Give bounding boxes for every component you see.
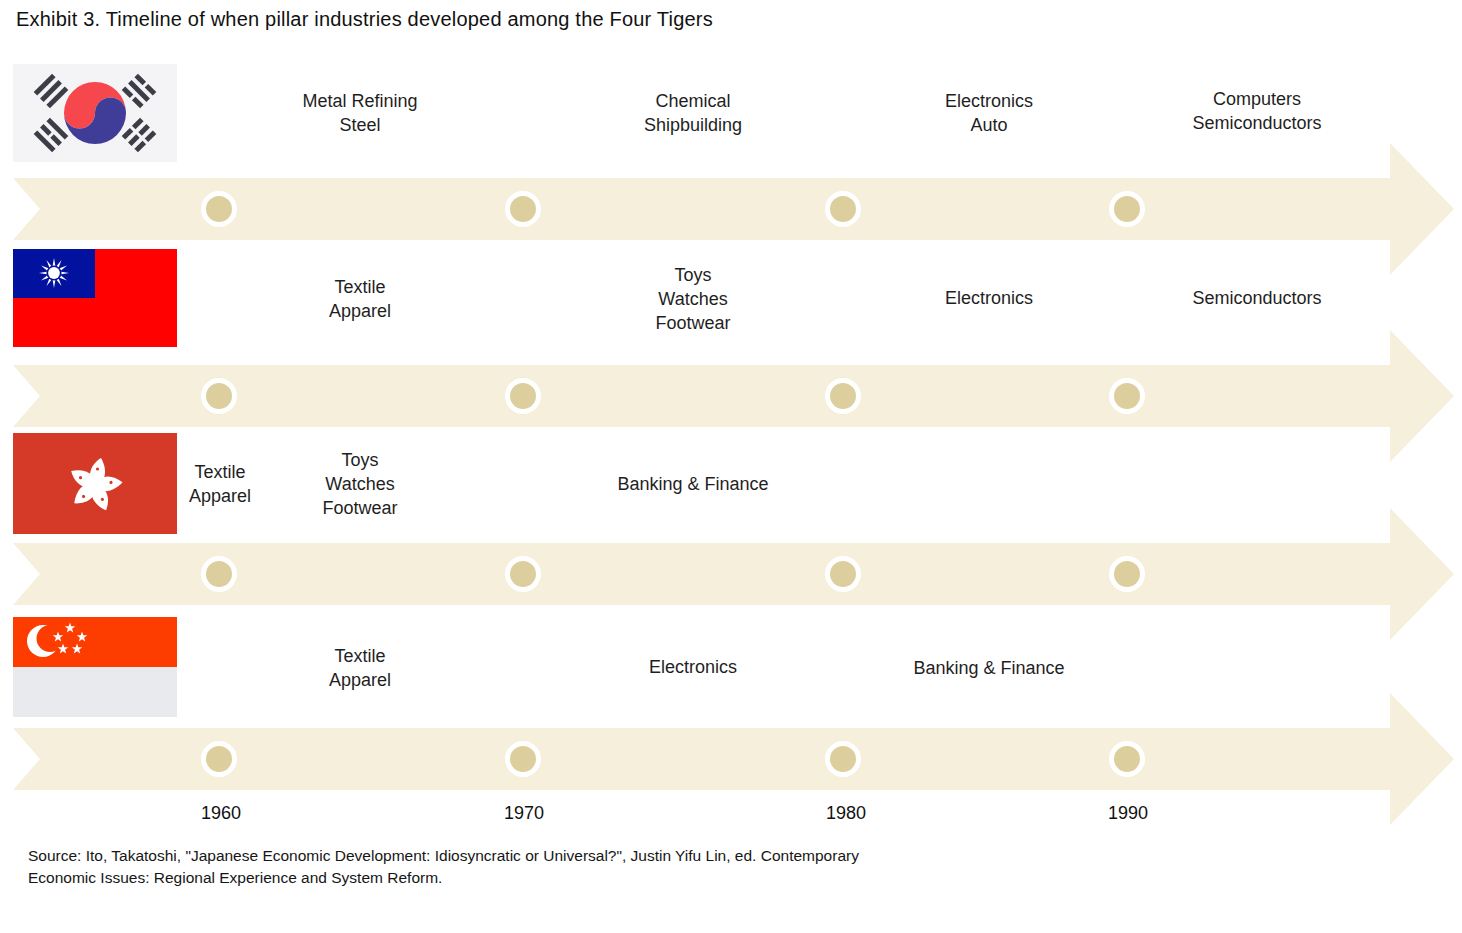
timeline-dot: [201, 378, 237, 414]
industry-label: Electronics Auto: [945, 90, 1033, 138]
industry-label: Toys Watches Footwear: [655, 264, 730, 335]
industry-label: Metal Refining Steel: [302, 90, 417, 138]
timeline-dot: [825, 191, 861, 227]
industry-label: Banking & Finance: [913, 657, 1064, 681]
axis-year-1980: 1980: [826, 803, 866, 824]
timeline-dot: [1109, 556, 1145, 592]
industry-label: Textile Apparel: [189, 461, 251, 509]
timeline-arrowhead-row2: [1390, 330, 1454, 462]
industry-label: Toys Watches Footwear: [322, 449, 397, 520]
timeline-dot: [1109, 378, 1145, 414]
axis-year-1990: 1990: [1108, 803, 1148, 824]
timeline-dot: [201, 191, 237, 227]
timeline-arrowhead-row4: [1390, 693, 1454, 825]
south-korea-flag: [13, 64, 177, 162]
industry-label: Chemical Shipbuilding: [644, 90, 742, 138]
timeline-dot: [825, 378, 861, 414]
timeline-dot: [505, 556, 541, 592]
industry-label: Banking & Finance: [617, 473, 768, 497]
singapore-flag: [13, 617, 177, 717]
taiwan-flag: [13, 249, 177, 347]
axis-year-1970: 1970: [504, 803, 544, 824]
axis-year-1960: 1960: [201, 803, 241, 824]
industry-label: Textile Apparel: [329, 276, 391, 324]
industry-label: Electronics: [649, 656, 737, 680]
timeline-arrowhead-row3: [1390, 508, 1454, 640]
timeline-dot: [505, 191, 541, 227]
hong-kong-flag: [13, 433, 177, 534]
timeline-dot: [201, 556, 237, 592]
timeline-arrowhead-row1: [1390, 143, 1454, 275]
timeline-dot: [1109, 741, 1145, 777]
timeline-dot: [1109, 191, 1145, 227]
timeline-dot: [825, 741, 861, 777]
timeline-dot: [505, 741, 541, 777]
timeline-dot: [201, 741, 237, 777]
industry-label: Electronics: [945, 287, 1033, 311]
page-title: Exhibit 3. Timeline of when pillar indus…: [16, 8, 713, 31]
exhibit-timeline-diagram: Exhibit 3. Timeline of when pillar indus…: [0, 0, 1462, 933]
industry-label: Semiconductors: [1192, 287, 1321, 311]
industry-label: Computers Semiconductors: [1192, 88, 1321, 136]
source-citation: Source: Ito, Takatoshi, "Japanese Econom…: [28, 845, 859, 890]
timeline-dot: [825, 556, 861, 592]
industry-label: Textile Apparel: [329, 645, 391, 693]
timeline-dot: [505, 378, 541, 414]
